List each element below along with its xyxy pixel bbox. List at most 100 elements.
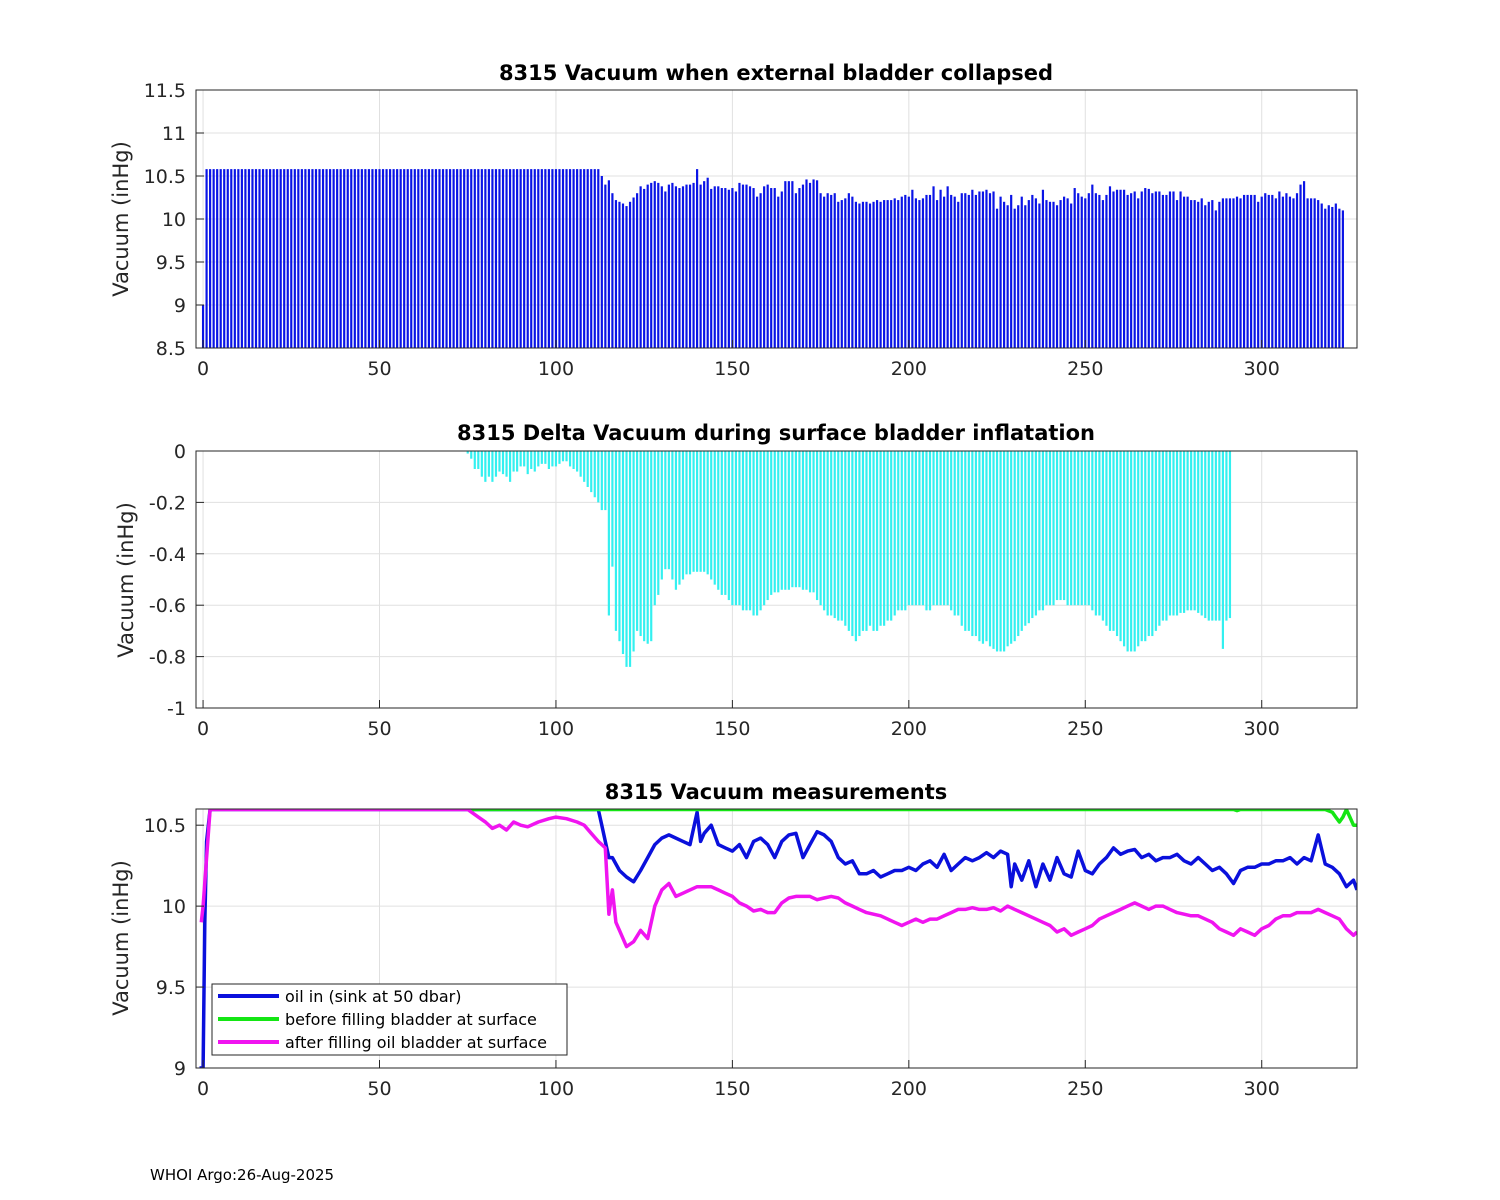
x-tick-label: 100: [538, 1078, 574, 1100]
bar: [1059, 200, 1062, 348]
bar: [452, 169, 455, 348]
bar: [540, 451, 543, 464]
bar: [653, 181, 656, 348]
bar: [1271, 194, 1274, 348]
bar: [1080, 451, 1083, 606]
bar: [678, 188, 681, 348]
bar: [879, 201, 882, 348]
bar: [787, 451, 790, 590]
bar: [995, 208, 999, 348]
bar: [519, 451, 522, 467]
bar: [1020, 196, 1023, 348]
bar: [1260, 196, 1263, 348]
bar: [890, 200, 893, 348]
bar: [364, 169, 367, 348]
bar: [1006, 451, 1009, 647]
bar: [480, 451, 483, 477]
bar: [1200, 451, 1203, 616]
bar: [1264, 193, 1267, 348]
bar: [523, 169, 526, 348]
panel-vacuum-measurements: 0 50 100 150 200 250 300 9 9.5 10 10.5 8315 Vacuum…: [109, 780, 1358, 1100]
y-axis-label: Vacuum (inHg): [114, 502, 138, 658]
bar: [840, 200, 843, 348]
bar: [1327, 205, 1330, 348]
bar: [621, 203, 625, 348]
bar: [847, 451, 850, 631]
bar: [819, 193, 822, 348]
bar: [928, 194, 932, 348]
x-tick-label: 50: [367, 718, 391, 740]
bar: [321, 169, 325, 348]
bar: [858, 203, 861, 348]
bar: [692, 451, 695, 572]
bar: [1070, 451, 1073, 606]
bar: [526, 169, 529, 348]
bar: [1077, 451, 1080, 606]
bar: [664, 451, 667, 570]
bar: [1073, 188, 1076, 348]
bar: [660, 186, 663, 348]
bar: [830, 194, 833, 348]
bar: [928, 451, 932, 611]
bar: [1200, 198, 1203, 348]
bar: [992, 191, 995, 348]
bar: [445, 169, 448, 348]
x-tick-label: 50: [367, 1078, 391, 1100]
x-tick-label: 200: [891, 1078, 927, 1100]
bar: [1130, 451, 1133, 652]
y-tick-label: 8.5: [156, 338, 186, 360]
bar: [978, 191, 981, 348]
chart-title: 8315 Vacuum measurements: [605, 780, 948, 804]
bar: [812, 179, 815, 348]
bar: [1119, 451, 1122, 642]
bar: [734, 191, 738, 348]
bar: [840, 451, 843, 621]
bar: [1013, 208, 1016, 348]
bar: [604, 184, 607, 348]
x-tick-label: 0: [197, 718, 209, 740]
bar: [230, 169, 233, 348]
bar: [459, 169, 462, 348]
bar: [565, 169, 568, 348]
bar: [1031, 194, 1034, 348]
bar: [851, 451, 854, 637]
bar: [547, 169, 550, 348]
bar: [1027, 451, 1030, 624]
bar: [808, 182, 812, 348]
y-tick-label: -1: [167, 698, 186, 720]
bar: [614, 451, 618, 631]
bar: [593, 451, 596, 498]
bar: [1144, 188, 1147, 348]
bar: [1031, 451, 1034, 619]
bar: [438, 169, 441, 348]
bar: [1010, 194, 1013, 348]
bar: [1324, 208, 1327, 348]
bar: [283, 169, 286, 348]
bar: [1228, 198, 1232, 348]
bar: [801, 184, 805, 348]
bar: [561, 169, 565, 348]
bar: [1034, 198, 1037, 348]
bar: [1070, 203, 1073, 348]
bar: [688, 184, 692, 348]
bar: [1063, 451, 1066, 601]
bar: [639, 186, 642, 348]
bar: [1186, 451, 1189, 611]
bar: [1038, 203, 1041, 348]
bar: [1221, 451, 1224, 649]
bar: [671, 451, 674, 580]
bar: [579, 451, 582, 477]
bar: [879, 451, 882, 626]
bar: [332, 169, 335, 348]
bar: [470, 451, 473, 459]
bar: [491, 169, 494, 348]
x-tick-label: 0: [197, 358, 209, 380]
bar: [410, 169, 413, 348]
bar: [297, 169, 300, 348]
bar: [643, 188, 646, 348]
bar: [466, 451, 469, 454]
bar: [738, 182, 741, 348]
bar: [367, 169, 371, 348]
bar: [508, 169, 512, 348]
